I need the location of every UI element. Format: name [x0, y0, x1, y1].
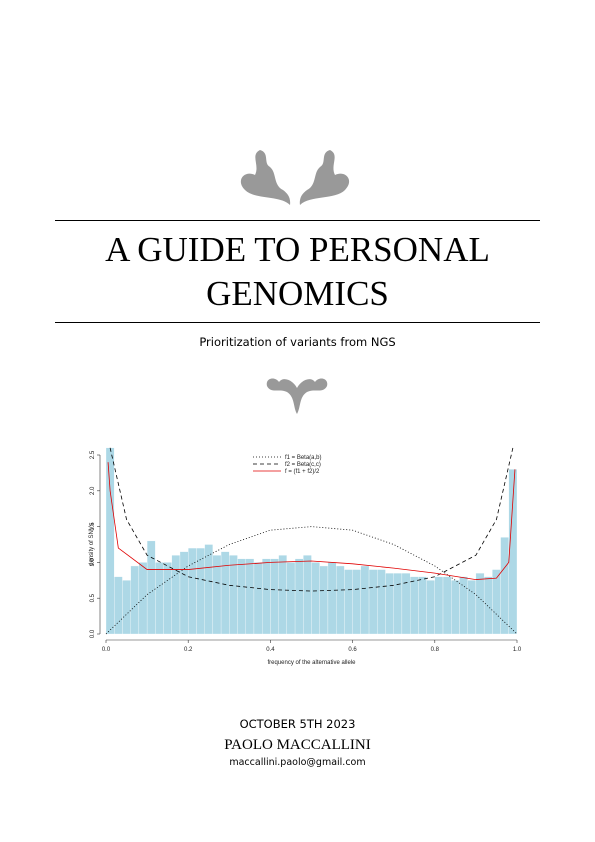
bar [459, 576, 468, 635]
bar [130, 565, 140, 635]
bar [122, 580, 131, 635]
y-tick-label: 0.0 [90, 629, 96, 638]
legend-label: f1 = Beta(a,b) [285, 455, 322, 461]
bar [311, 562, 320, 635]
bar [368, 569, 378, 635]
x-tick-label: 0.0 [102, 647, 111, 653]
bar [508, 469, 518, 635]
bar [204, 544, 214, 635]
bar [336, 565, 345, 635]
bar [319, 565, 329, 635]
y-tick-label: 2.5 [90, 450, 96, 459]
bar [220, 551, 230, 635]
bar [409, 576, 419, 635]
x-tick-label: 0.8 [431, 647, 440, 653]
bar [467, 580, 477, 635]
bar [163, 562, 172, 635]
bar [229, 555, 238, 635]
bar [270, 558, 279, 635]
bar [500, 537, 509, 635]
bar [245, 558, 255, 635]
email: maccallini.paolo@gmail.com [229, 757, 366, 768]
x-tick-label: 1.0 [513, 647, 522, 653]
bar [492, 569, 501, 635]
x-tick-label: 0.2 [184, 647, 193, 653]
bar [451, 580, 460, 635]
bar [179, 551, 189, 635]
curve [109, 447, 514, 592]
bar [360, 565, 370, 635]
ornament [240, 150, 350, 205]
bar [393, 572, 403, 635]
bar [475, 572, 485, 635]
subtitle: Prioritization of variants from NGS [199, 335, 396, 349]
figure: 0.0 0.2 0.4 0.6 0.8 1.0 0.0 0.5 1.0 1.5 2.0 2.5 freq… [89, 447, 522, 666]
bar [237, 558, 246, 635]
bar [344, 569, 353, 635]
bar [442, 576, 452, 635]
bar [426, 580, 435, 635]
rule [55, 322, 540, 323]
bar [303, 555, 312, 635]
y-tick-label: 1.0 [90, 558, 96, 567]
bar [262, 558, 271, 635]
rule [55, 220, 540, 221]
x-axis-label: frequency of the alternative allele [267, 660, 356, 666]
bar [377, 569, 386, 635]
ornament [266, 378, 328, 414]
author: PAOLO MACCALLINI [224, 737, 371, 753]
title: A GUIDE TO PERSONAL GENOMICS [105, 230, 490, 313]
bar [434, 576, 444, 635]
y-tick-label: 2.0 [90, 486, 96, 495]
x-tick-label: 0.6 [348, 647, 357, 653]
y-tick-label: 0.5 [90, 593, 96, 602]
bar [401, 572, 411, 635]
bar [418, 576, 427, 635]
bar [155, 562, 164, 635]
bar [253, 562, 263, 635]
bar [385, 572, 394, 635]
legend-label: f = (f1 + f2)/2 [285, 469, 320, 475]
bar [352, 569, 361, 635]
x-tick-label: 0.4 [266, 647, 275, 653]
y-axis-label: density of SNVs [89, 523, 95, 566]
date: OCTOBER 5TH 2023 [239, 717, 356, 731]
legend-label: f2 = Beta(c,c) [285, 462, 321, 468]
bar [327, 562, 337, 635]
y-tick-label: 1.5 [90, 522, 96, 531]
curve [107, 462, 516, 580]
bar [286, 562, 296, 635]
bar [146, 540, 156, 635]
bar [188, 547, 197, 635]
bar [278, 555, 287, 635]
bar [105, 447, 115, 635]
bar [483, 576, 493, 635]
bar [294, 558, 304, 635]
curve [105, 526, 518, 635]
bar [171, 555, 181, 635]
